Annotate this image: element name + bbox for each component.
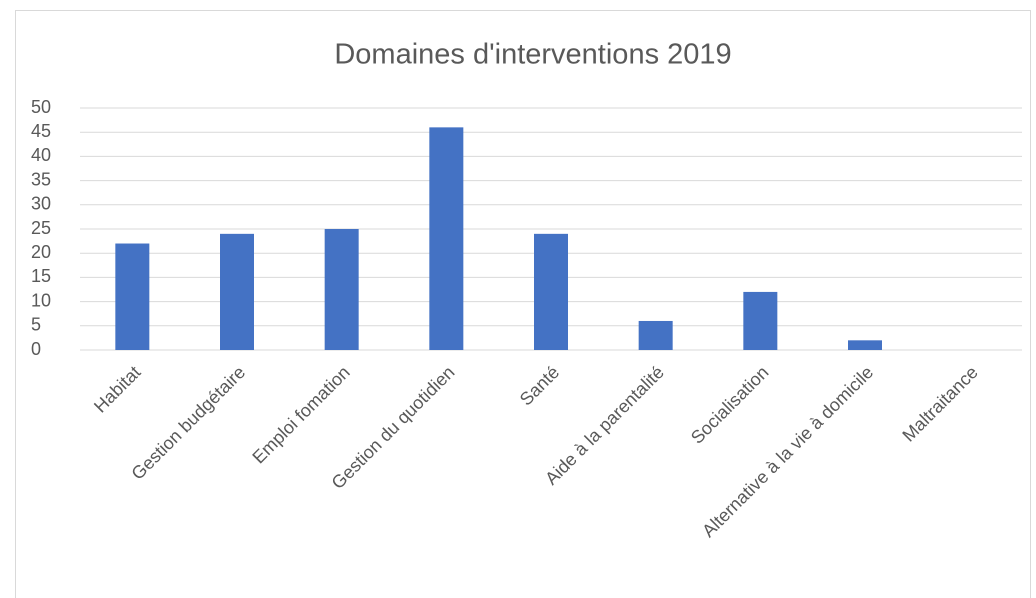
bar bbox=[534, 233, 568, 350]
y-tick-label: 40 bbox=[31, 145, 51, 165]
y-tick-label: 45 bbox=[31, 121, 51, 141]
y-tick-label: 5 bbox=[31, 315, 41, 335]
y-tick-label: 35 bbox=[31, 169, 51, 189]
y-tick-label: 20 bbox=[31, 242, 51, 262]
y-tick-label: 50 bbox=[31, 97, 51, 117]
bar bbox=[220, 233, 254, 350]
bar bbox=[324, 229, 359, 350]
bar bbox=[848, 340, 882, 350]
chart-title: Domaines d'interventions 2019 bbox=[334, 39, 731, 71]
bar bbox=[638, 320, 673, 350]
chart-border bbox=[15, 10, 1031, 598]
bar bbox=[115, 243, 150, 350]
bar bbox=[429, 127, 464, 350]
y-tick-label: 25 bbox=[31, 218, 51, 238]
y-tick-label: 30 bbox=[31, 194, 51, 214]
bar bbox=[743, 291, 778, 350]
y-tick-label: 10 bbox=[31, 290, 51, 310]
y-tick-label: 15 bbox=[31, 266, 51, 286]
y-tick-label: 0 bbox=[31, 339, 41, 359]
